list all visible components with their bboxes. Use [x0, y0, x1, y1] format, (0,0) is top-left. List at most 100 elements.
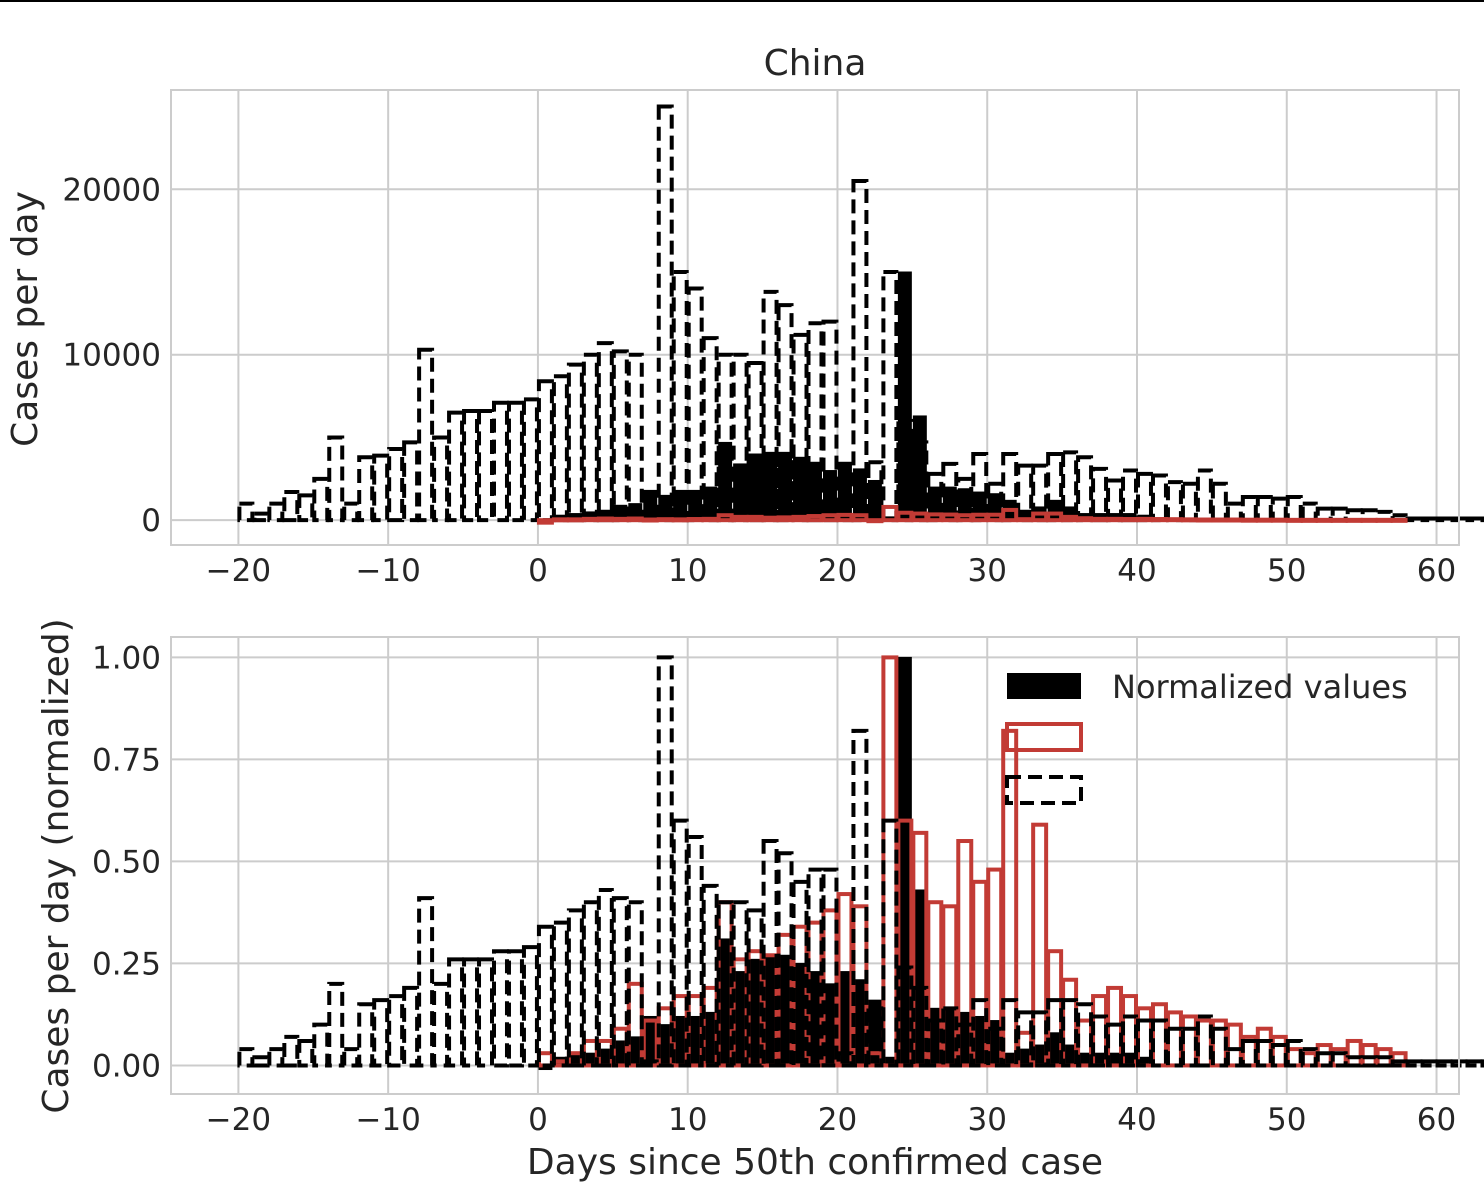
bottom-x-tick-label: 40	[1117, 1102, 1156, 1138]
top-bar	[477, 408, 494, 523]
bottom-bar	[716, 900, 734, 1068]
top-bar	[658, 494, 673, 521]
top-bar	[718, 441, 733, 521]
bottom-bar	[761, 839, 779, 1068]
top-bar	[763, 451, 778, 521]
top-bar	[372, 453, 390, 523]
top-bar	[671, 270, 689, 523]
top-bar	[1076, 455, 1094, 523]
bottom-y-tick-label: 1.00	[92, 640, 161, 676]
top-series-3	[536, 504, 1408, 525]
top-bar	[447, 410, 465, 523]
top-x-tick-label: 50	[1267, 553, 1306, 589]
bottom-bar	[297, 1038, 315, 1068]
bottom-bar	[881, 818, 899, 1068]
bottom-bar	[477, 957, 494, 1068]
top-subplot: −20 −10 0 10 20 30 40 50 60 0 10000 20000 China Ca…	[5, 43, 1484, 589]
top-plot-frame	[170, 89, 1460, 546]
top-x-tick-label: 60	[1417, 553, 1456, 589]
bottom-x-tick-labels: −20 −10 0 10 20 30 40 50 60	[206, 1102, 1457, 1138]
bottom-bar	[836, 1051, 854, 1068]
top-bar	[1150, 473, 1168, 523]
bottom-bar	[596, 887, 614, 1068]
top-x-tick-label: 10	[668, 553, 707, 589]
top-bar	[1405, 516, 1423, 523]
top-bar	[566, 362, 584, 523]
top-bar	[1240, 495, 1258, 523]
bottom-y-tick-label: 0.00	[92, 1048, 161, 1084]
top-y-tick-label: 10000	[62, 338, 161, 374]
top-bar	[581, 516, 599, 523]
top-bar	[252, 511, 270, 523]
bottom-bar	[402, 985, 420, 1068]
top-bar	[1270, 496, 1288, 523]
top-bar	[297, 493, 315, 523]
top-bar	[267, 501, 285, 523]
bottom-bar	[1480, 1059, 1484, 1068]
bottom-bar	[671, 818, 689, 1068]
top-bar	[641, 517, 659, 523]
top-bar	[776, 515, 794, 523]
bottom-x-tick-label: 20	[818, 1102, 857, 1138]
top-bar	[701, 516, 719, 523]
bottom-bar	[1240, 1038, 1258, 1068]
bottom-x-tick-label: −10	[355, 1102, 420, 1138]
top-bar	[626, 516, 644, 523]
bottom-bar	[1121, 1014, 1139, 1068]
top-bar	[733, 463, 748, 521]
bottom-plot-frame	[170, 636, 1460, 1095]
bottom-bar	[1180, 1026, 1198, 1068]
legend-swatch-dashed-outline	[1005, 775, 1083, 805]
top-bar	[1480, 516, 1484, 523]
bottom-bar	[1405, 1059, 1423, 1068]
top-bar	[1285, 495, 1303, 523]
bottom-y-tick-label: 0.25	[92, 946, 161, 982]
top-bar	[1076, 516, 1094, 523]
bottom-bar	[521, 945, 539, 1068]
bottom-x-tick-label: 60	[1417, 1102, 1456, 1138]
bottom-bar	[1375, 1055, 1393, 1068]
top-bar	[673, 489, 688, 521]
top-bar	[1435, 516, 1453, 523]
top-bar	[703, 486, 718, 521]
top-bar	[656, 517, 674, 523]
top-bar	[1091, 466, 1109, 523]
bottom-x-axis-label: Days since 50th confirmed case	[527, 1142, 1103, 1183]
top-bar	[566, 517, 584, 523]
top-bar	[1165, 480, 1183, 523]
bottom-bar	[926, 1018, 944, 1068]
top-border-line	[0, 0, 1484, 2]
top-bar	[837, 461, 852, 521]
top-bar	[1150, 517, 1168, 523]
top-bar	[551, 517, 569, 523]
bottom-bar	[701, 883, 719, 1068]
top-bar	[1420, 516, 1438, 523]
top-y-axis-label: Cases per day	[5, 191, 46, 447]
top-bar	[1375, 517, 1393, 523]
top-bar	[282, 490, 300, 523]
top-bar	[536, 518, 554, 525]
top-bar	[793, 456, 808, 521]
top-bar	[1061, 514, 1079, 523]
top-x-tick-label: 0	[528, 553, 548, 589]
bottom-bar	[372, 998, 390, 1068]
top-bar	[596, 341, 614, 523]
top-bar	[1121, 517, 1139, 523]
top-bar	[1106, 516, 1124, 523]
top-bar	[671, 517, 689, 523]
top-bar	[611, 516, 629, 523]
bottom-bar	[417, 896, 435, 1068]
bottom-bar	[1300, 1047, 1318, 1068]
bottom-bar	[1315, 1051, 1333, 1068]
bottom-bar	[1435, 1059, 1453, 1068]
bottom-bar	[536, 924, 554, 1068]
top-bar	[1136, 471, 1153, 523]
top-bar	[1210, 517, 1228, 523]
top-bar	[1345, 517, 1363, 523]
legend-swatch-red-outline	[1005, 722, 1083, 752]
bottom-bar	[1330, 1051, 1348, 1068]
top-bar	[1046, 511, 1064, 523]
bottom-bar	[1360, 1043, 1378, 1068]
bottom-x-tick-label: 10	[668, 1102, 707, 1138]
top-bar	[881, 270, 899, 523]
